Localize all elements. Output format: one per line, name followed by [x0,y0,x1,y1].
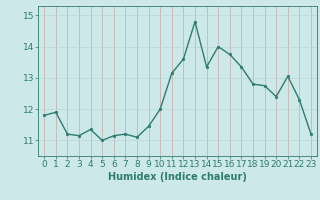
X-axis label: Humidex (Indice chaleur): Humidex (Indice chaleur) [108,172,247,182]
